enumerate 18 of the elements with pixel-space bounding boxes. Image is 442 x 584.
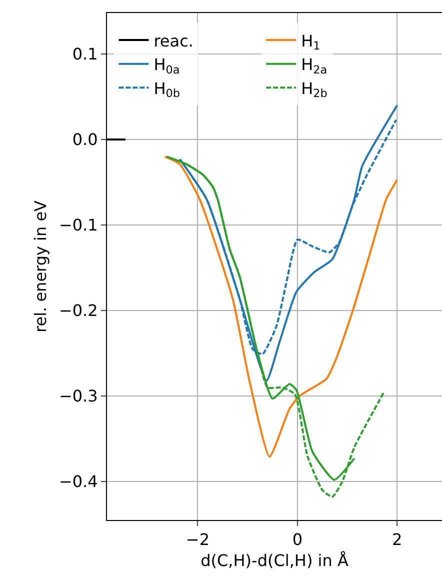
legend-label: reac.	[154, 31, 194, 50]
line-series	[164, 156, 398, 458]
x-tick-label: 0	[292, 530, 303, 550]
x-axis-title: d(C,H)-d(Cl,H) in Å	[200, 550, 348, 570]
x-tick-label: −2	[186, 530, 210, 550]
y-tick-label: 0.1	[72, 44, 98, 64]
y-tick-label: −0.3	[58, 386, 98, 406]
legend-label: H$_{2a}$	[301, 55, 328, 76]
y-tick-label: −0.4	[58, 472, 98, 492]
x-tick-label: 2	[392, 530, 402, 550]
legend-label: H$_{1}$	[301, 31, 320, 53]
y-axis-title: rel. energy in eV	[30, 200, 50, 332]
y-tick-label: −0.2	[58, 301, 98, 320]
y-tick-label: −0.1	[58, 216, 98, 235]
legend-label: H$_{0b}$	[154, 78, 180, 100]
legend-label: H$_{0a}$	[154, 55, 180, 76]
legend-label: H$_{2b}$	[301, 78, 328, 100]
y-tick-label: 0.0	[72, 130, 98, 150]
